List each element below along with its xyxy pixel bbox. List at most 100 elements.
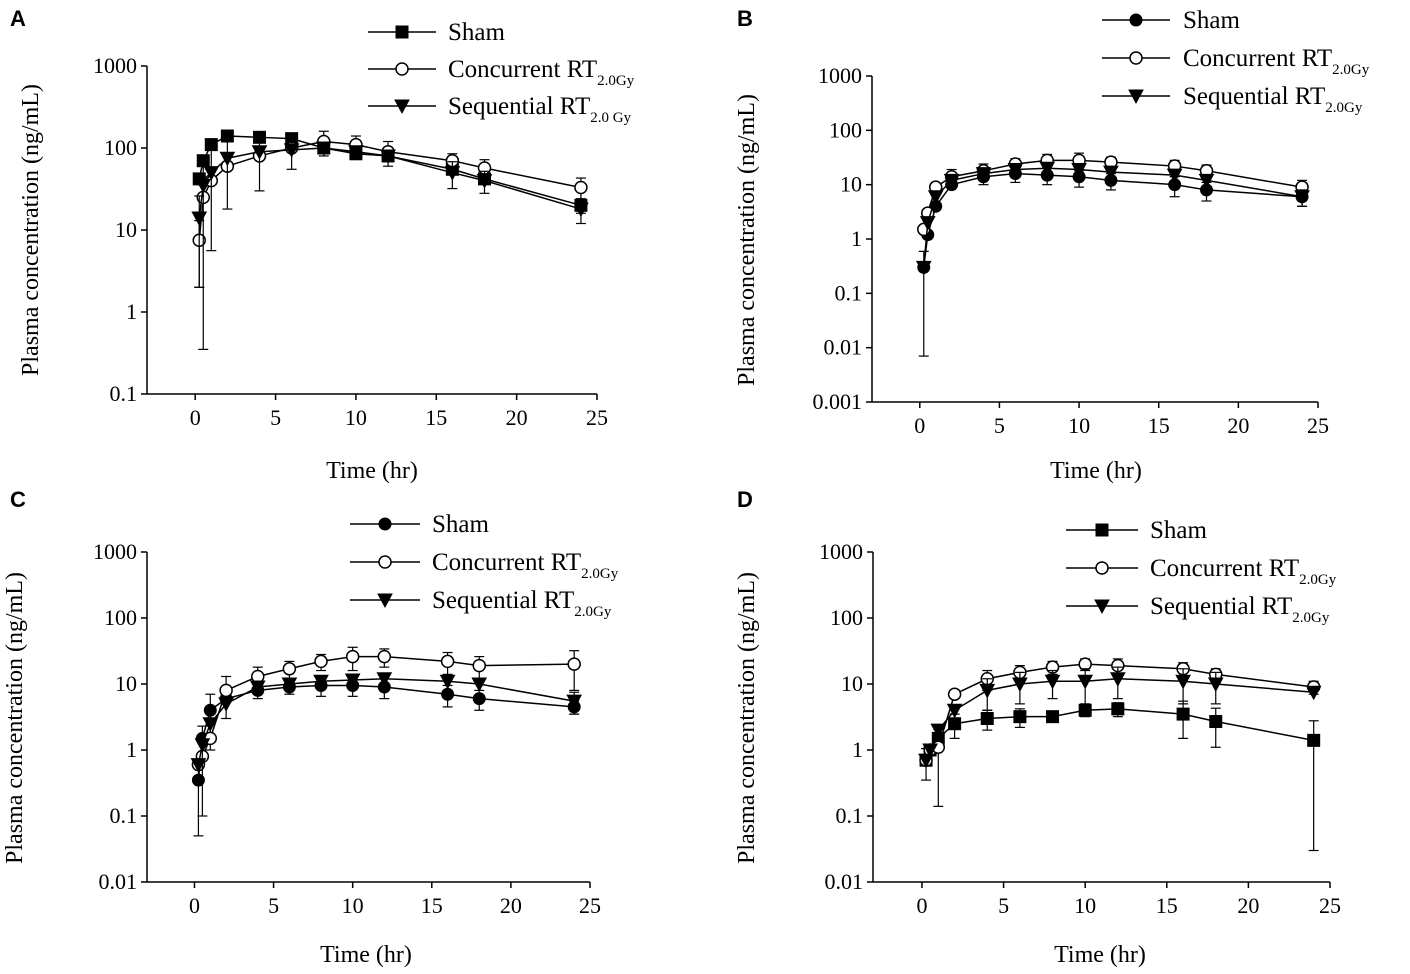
- x-tick-label: 25: [586, 405, 608, 430]
- panel-letter: A: [10, 6, 26, 31]
- y-axis-title: Plasma concentration (ng/mL): [18, 84, 44, 376]
- series-sequential-rt2-0gy: [918, 666, 1322, 769]
- legend-label: Sham: [448, 19, 506, 46]
- data-point: [194, 738, 211, 753]
- legend: Sham Concurrent RT2.0Gy Sequential RT2.0Gy: [350, 511, 619, 620]
- y-tick-label: 0.1: [110, 803, 138, 828]
- y-tick-label: 100: [830, 605, 863, 630]
- data-point: [440, 654, 455, 669]
- y-tick-label: 1: [851, 226, 862, 251]
- x-tick-label: 10: [1074, 893, 1096, 918]
- legend-marker: [1129, 51, 1143, 65]
- legend-subscript: 2.0Gy: [1325, 100, 1363, 116]
- data-point: [1305, 685, 1322, 701]
- data-point: [918, 753, 934, 769]
- data-point: [195, 178, 212, 194]
- y-tick-label: 10: [115, 671, 137, 696]
- legend-marker: [1129, 13, 1143, 27]
- data-point: [377, 649, 392, 664]
- data-point: [1013, 710, 1027, 724]
- data-point: [1109, 672, 1126, 687]
- legend-label: Sequential RT2.0 Gy: [448, 93, 632, 126]
- legend-label: Sequential RT2.0Gy: [1183, 83, 1363, 116]
- data-point: [219, 683, 233, 698]
- data-point: [922, 743, 938, 759]
- x-axis-title: Time (hr): [1050, 458, 1142, 484]
- x-tick-label: 25: [1307, 413, 1329, 438]
- data-point: [218, 697, 234, 712]
- data-point: [1103, 165, 1119, 181]
- data-point: [1166, 168, 1183, 184]
- data-point: [980, 712, 994, 726]
- legend-marker: [378, 555, 392, 569]
- y-tick-label: 100: [829, 117, 862, 142]
- data-point: [282, 662, 297, 676]
- legend-marker: [1095, 523, 1109, 537]
- data-point: [1044, 674, 1061, 690]
- series-sequential-rt2-0gy: [190, 672, 583, 817]
- data-point: [1175, 674, 1191, 690]
- data-point: [204, 138, 218, 152]
- data-point: [344, 673, 361, 689]
- x-tick-label: 20: [500, 893, 522, 918]
- data-point: [567, 657, 581, 671]
- legend-subscript: 2.0Gy: [574, 604, 612, 620]
- data-point: [1012, 677, 1028, 693]
- y-tick-label: 1: [126, 737, 137, 762]
- series-sequential-rt2-0-gy: [191, 132, 589, 350]
- legend: Sham Concurrent RT2.0Gy Sequential RT2.0 G…: [368, 19, 635, 126]
- series-sham: [192, 129, 588, 214]
- y-tick-label: 0.1: [110, 381, 138, 406]
- data-point: [219, 151, 236, 167]
- series-sham: [919, 700, 1321, 852]
- data-point: [476, 174, 493, 189]
- data-point: [283, 143, 300, 158]
- y-tick-label: 100: [104, 135, 137, 160]
- x-tick-label: 5: [270, 405, 281, 430]
- legend-marker: [395, 62, 409, 76]
- legend-label: Concurrent RT2.0Gy: [1150, 555, 1337, 588]
- legend-marker: [378, 517, 392, 531]
- y-tick-label: 10: [841, 671, 863, 696]
- data-point: [1077, 674, 1094, 690]
- x-tick-label: 0: [916, 893, 927, 918]
- x-tick-label: 15: [421, 893, 443, 918]
- data-point: [314, 654, 328, 669]
- data-point: [251, 145, 268, 160]
- x-tick-label: 0: [914, 413, 925, 438]
- y-axis-title: Plasma concentration (ng/mL): [734, 94, 760, 386]
- data-point: [975, 167, 992, 182]
- data-point: [1294, 190, 1310, 205]
- data-point: [919, 216, 936, 231]
- data-point: [202, 717, 219, 732]
- y-tick-label: 1: [852, 737, 863, 762]
- data-point: [948, 717, 962, 731]
- data-point: [345, 649, 360, 664]
- data-point: [1039, 161, 1056, 177]
- legend-label: Concurrent RT2.0Gy: [432, 549, 619, 582]
- data-point: [946, 703, 963, 719]
- legend-marker: [1128, 89, 1144, 105]
- legend-label: Sham: [1183, 7, 1241, 34]
- data-point: [439, 674, 456, 690]
- data-point: [315, 141, 332, 157]
- legend-marker: [1095, 561, 1109, 575]
- x-axis-title: Time (hr): [320, 942, 412, 968]
- data-point: [472, 658, 486, 673]
- series-sequential-rt2-0gy: [915, 161, 1310, 276]
- x-axis-title: Time (hr): [326, 458, 418, 484]
- legend: Sham Concurrent RT2.0Gy Sequential RT2.0Gy: [1102, 7, 1370, 116]
- data-point: [191, 773, 205, 787]
- data-point: [1111, 702, 1125, 716]
- legend-marker: [395, 25, 409, 39]
- data-point: [1078, 703, 1092, 717]
- series-concurrent-rt2-0gy: [191, 646, 581, 772]
- data-point: [191, 211, 208, 227]
- chart-panel-b: B 0.001 0.01 0.1 1 10 100 1000 0 5 10 15 20 25 Time (h…: [734, 6, 1370, 484]
- x-tick-label: 25: [1319, 893, 1341, 918]
- legend-marker: [394, 99, 410, 115]
- legend: Sham Concurrent RT2.0Gy Sequential RT2.0Gy: [1066, 517, 1337, 626]
- x-axis-title: Time (hr): [1054, 942, 1146, 968]
- data-point: [979, 683, 996, 699]
